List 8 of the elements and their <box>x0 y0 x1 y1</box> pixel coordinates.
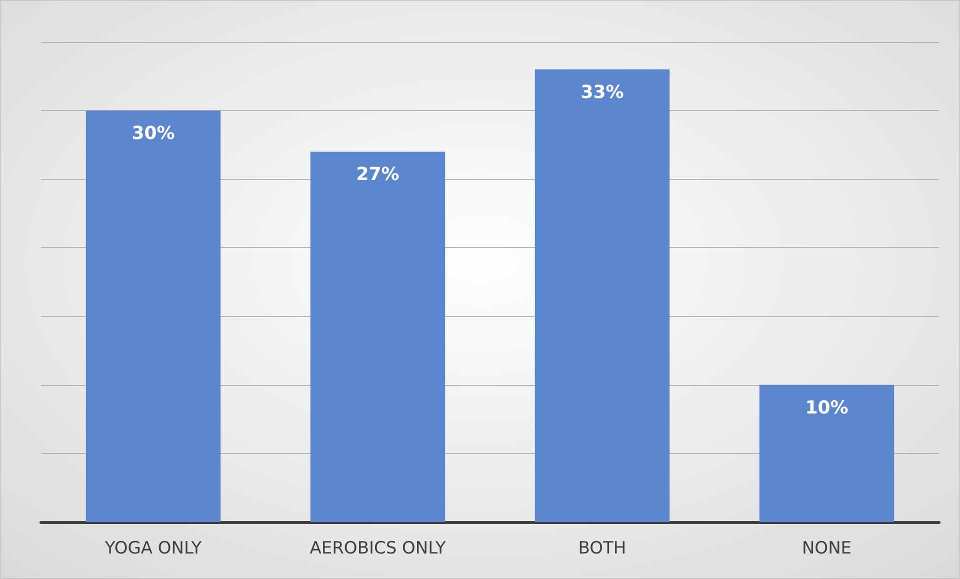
data-label: 27% <box>356 164 400 186</box>
x-tick-label: NONE <box>802 538 852 558</box>
data-label: 30% <box>132 123 175 144</box>
data-label: 10% <box>805 397 848 418</box>
x-tick-label: BOTH <box>578 538 626 558</box>
x-tick-label: AEROBICS ONLY <box>310 538 446 558</box>
data-label: 33% <box>580 82 624 103</box>
x-tick-label: YOGA ONLY <box>104 538 202 558</box>
